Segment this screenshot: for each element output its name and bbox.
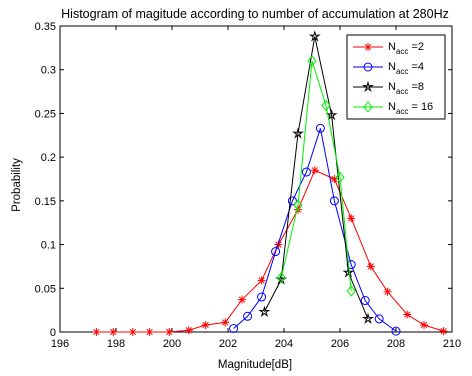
data-point: [243, 311, 253, 321]
data-point: [362, 80, 374, 93]
data-point: [307, 55, 317, 67]
x-tick-label: 196: [51, 338, 69, 350]
x-tick-label: 206: [331, 338, 349, 350]
data-point: [276, 271, 286, 284]
x-tick-label: 200: [163, 338, 181, 350]
y-tick-label: 0.1: [41, 240, 56, 252]
x-tick-label: 208: [387, 338, 405, 350]
data-point: [201, 321, 210, 330]
data-point: [92, 328, 101, 336]
data-point: [325, 108, 338, 121]
x-tick-label: 202: [219, 338, 237, 350]
data-point: [238, 295, 246, 304]
data-point: [257, 292, 267, 302]
y-tick-label: 0.15: [35, 196, 56, 208]
data-point: [271, 247, 281, 257]
series-4: [276, 55, 356, 297]
data-point: [287, 196, 297, 206]
data-point: [293, 199, 303, 212]
data-point: [257, 276, 266, 285]
data-point: [363, 62, 373, 72]
data-point: [342, 266, 355, 278]
series-3: [258, 30, 374, 324]
data-point: [258, 305, 271, 317]
data-point: [301, 167, 311, 177]
data-point: [360, 296, 370, 306]
legend-entry: Nacc =4: [353, 61, 424, 76]
data-point: [308, 30, 321, 42]
legend-label: Nacc =2: [388, 41, 424, 56]
data-point: [109, 328, 118, 336]
data-point: [362, 312, 374, 324]
data-point: [221, 318, 230, 327]
data-point: [321, 99, 331, 112]
data-point: [165, 328, 174, 336]
data-point: [391, 326, 401, 336]
x-tick-label: 204: [275, 338, 293, 350]
data-point: [366, 262, 375, 271]
data-point: [335, 171, 345, 184]
data-point: [128, 328, 137, 336]
series-line: [233, 128, 397, 332]
data-point: [420, 321, 428, 330]
legend-entry: Nacc =2: [353, 41, 424, 56]
legend-entry: Nacc =8: [353, 80, 424, 96]
data-point: [310, 166, 319, 175]
legend-box: [346, 34, 446, 120]
plot-frame: [59, 25, 453, 333]
data-point: [292, 127, 304, 139]
chart-title: Histogram of magitude according to numbe…: [61, 7, 449, 21]
y-tick-label: 0.2: [41, 152, 56, 164]
data-point: [329, 196, 339, 206]
y-tick-label: 0.35: [35, 21, 56, 33]
data-point: [364, 43, 372, 51]
data-point: [374, 314, 384, 324]
data-point: [315, 123, 325, 133]
data-point: [145, 328, 154, 336]
y-tick-label: 0.05: [35, 283, 56, 295]
data-point: [347, 214, 356, 223]
series-layer: [92, 30, 448, 336]
x-tick-label: 210: [443, 338, 461, 350]
legend-label: Nacc =4: [388, 61, 424, 76]
legend-entry: Nacc = 16: [353, 101, 433, 116]
y-axis-label: Probability: [11, 158, 23, 212]
data-point: [403, 310, 412, 319]
axis-ticks: 196 198 200 202 204 206 208 210 0 0.05 0.1 0.15 0.2 0…: [35, 21, 462, 350]
legend-label: Nacc = 16: [388, 101, 433, 116]
series-line: [96, 169, 444, 333]
x-tick-label: 198: [107, 338, 125, 350]
series-2: [229, 123, 401, 336]
series-line: [263, 36, 369, 320]
data-point: [229, 324, 239, 334]
data-point: [363, 101, 373, 113]
legend-label: Nacc =8: [388, 81, 424, 96]
data-point: [346, 285, 356, 297]
y-tick-label: 0.25: [35, 108, 56, 120]
series-line: [280, 60, 352, 291]
legend: Nacc =2 Nacc =4 Nacc =8 Nacc = 16: [346, 34, 446, 120]
y-tick-label: 0.3: [41, 65, 56, 77]
data-point: [184, 326, 193, 335]
data-point: [439, 327, 448, 336]
y-tick-label: 0: [50, 327, 56, 339]
x-axis-label: Magnitude[dB]: [218, 359, 292, 371]
data-point: [383, 287, 392, 296]
series-1: [92, 166, 448, 336]
